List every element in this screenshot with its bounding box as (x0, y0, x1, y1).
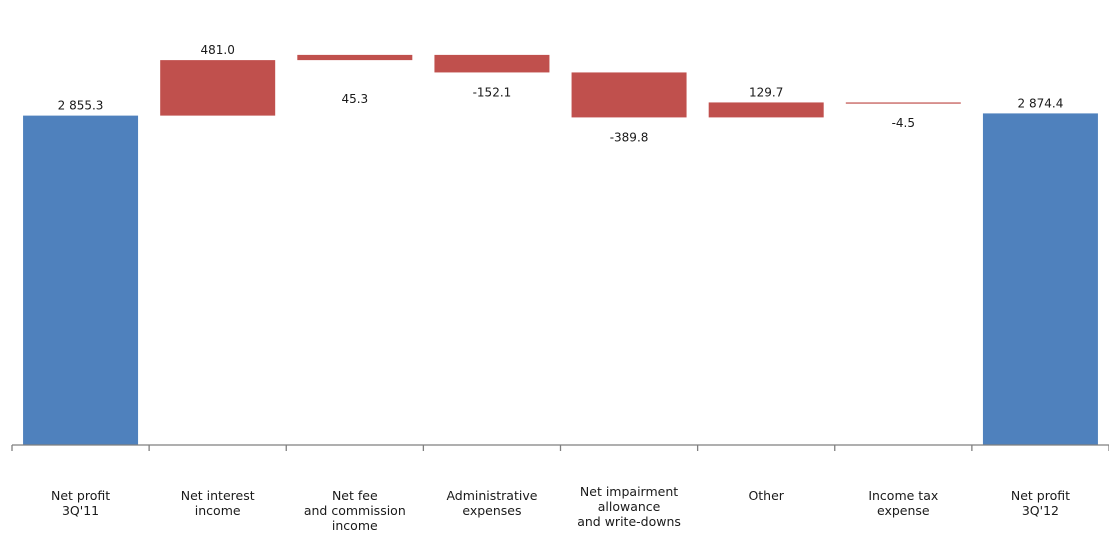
category-label-1: Net profit 3Q'11 (51, 488, 110, 518)
category-label-6: Other (748, 488, 784, 503)
value-label-4: -152.1 (473, 85, 512, 99)
category-label-5: Net impairment allowance and write-downs (577, 484, 681, 529)
value-labels-group: 2 855.3 481.0 45.3 -152.1 -389.8 129.7 -4.5 2 8… (58, 43, 1064, 144)
bar-6 (708, 102, 824, 118)
value-label-3: 45.3 (341, 92, 368, 106)
bars-group (23, 54, 1098, 446)
category-labels-group: Net profit 3Q'11 Net interest income Net fee… (51, 484, 1070, 533)
value-label-6: 129.7 (749, 85, 783, 99)
category-label-3: Net fee and commission income (304, 488, 406, 533)
category-label-2: Net interest income (181, 488, 255, 518)
value-label-1: 2 855.3 (58, 99, 104, 113)
category-label-7: Income tax expense (868, 488, 938, 518)
bar-3 (297, 54, 413, 61)
value-label-5: -389.8 (610, 130, 649, 144)
value-label-7: -4.5 (892, 116, 915, 130)
bar-4 (434, 54, 550, 73)
category-label-8: Net profit 3Q'12 (1011, 488, 1070, 518)
bar-7 (845, 102, 961, 104)
x-axis (11, 444, 1109, 451)
bar-5 (571, 72, 687, 118)
value-label-2: 481.0 (201, 43, 235, 57)
bar-2 (160, 60, 276, 116)
value-label-8: 2 874.4 (1018, 96, 1064, 110)
bar-8 (982, 113, 1098, 446)
bar-1 (23, 115, 139, 446)
category-label-4: Administrative expenses (446, 488, 537, 518)
